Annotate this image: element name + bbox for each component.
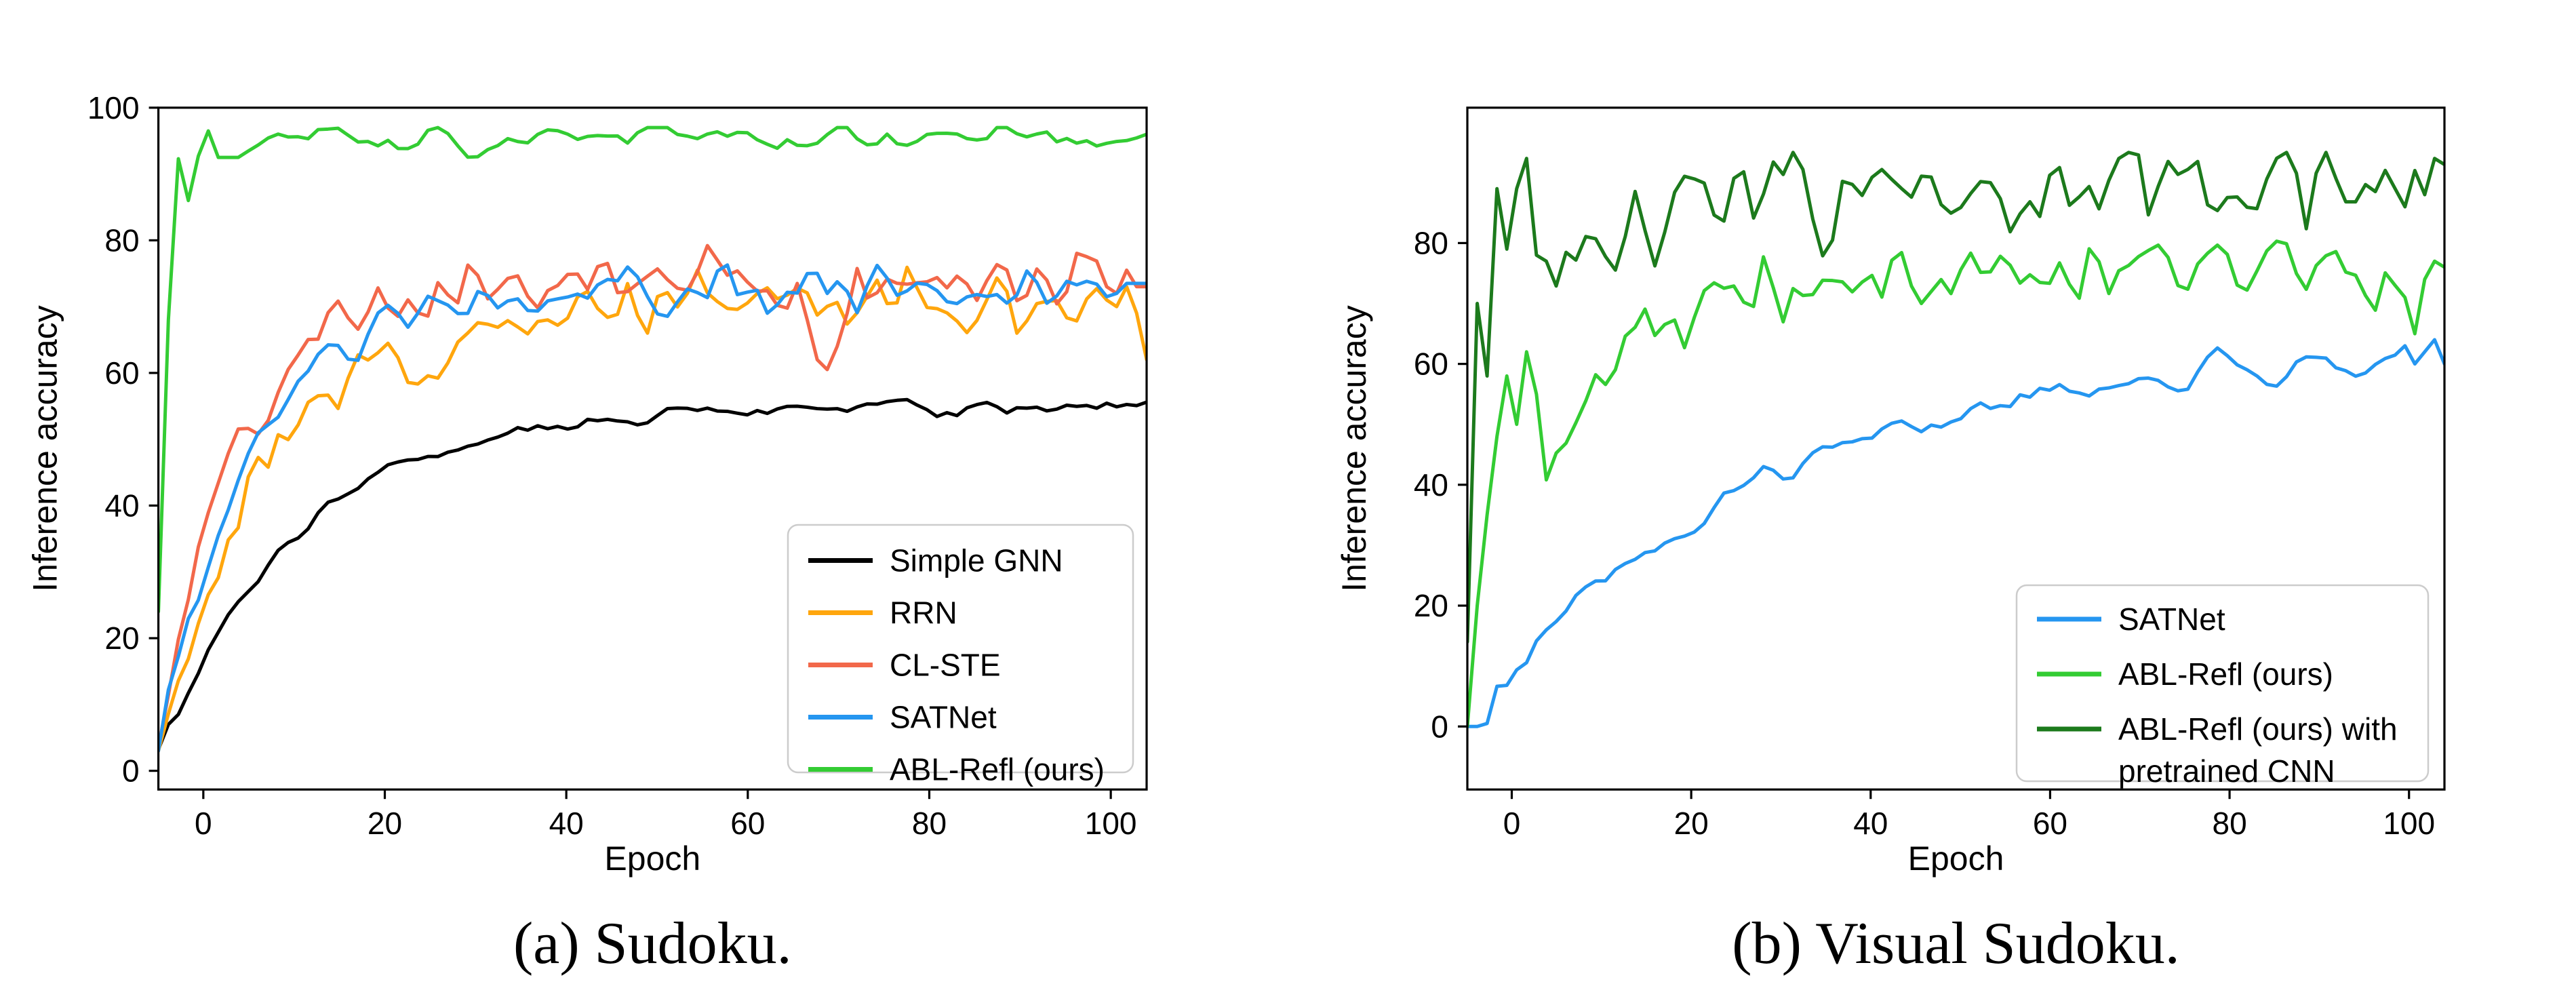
svg-text:CL-STE: CL-STE (890, 648, 1001, 683)
svg-text:40: 40 (104, 488, 139, 524)
svg-text:80: 80 (1414, 225, 1448, 260)
svg-text:60: 60 (1414, 347, 1448, 382)
svg-text:SATNet: SATNet (890, 700, 997, 735)
svg-text:Simple GNN: Simple GNN (890, 543, 1063, 578)
svg-text:Epoch: Epoch (1908, 840, 2004, 878)
svg-text:0: 0 (122, 753, 140, 789)
svg-text:20: 20 (104, 621, 139, 656)
svg-text:20: 20 (368, 806, 402, 841)
svg-text:(b) Visual Sudoku.: (b) Visual Sudoku. (1732, 911, 2179, 977)
svg-text:pretrained CNN: pretrained CNN (2118, 753, 2335, 789)
svg-text:100: 100 (1085, 806, 1137, 841)
svg-text:100: 100 (87, 90, 140, 125)
svg-text:RRN: RRN (890, 595, 957, 631)
svg-text:Inference accuracy: Inference accuracy (26, 305, 64, 591)
svg-text:ABL-Refl (ours) with: ABL-Refl (ours) with (2118, 711, 2398, 747)
svg-text:0: 0 (195, 806, 212, 841)
svg-text:20: 20 (1674, 806, 1709, 841)
svg-text:40: 40 (1853, 806, 1888, 841)
svg-text:0: 0 (1503, 806, 1521, 841)
svg-text:Inference accuracy: Inference accuracy (1335, 305, 1373, 591)
svg-text:40: 40 (1414, 467, 1448, 503)
svg-text:(a) Sudoku.: (a) Sudoku. (513, 911, 792, 977)
svg-text:ABL-Refl (ours): ABL-Refl (ours) (2118, 656, 2333, 692)
svg-text:80: 80 (912, 806, 947, 841)
svg-text:80: 80 (2213, 806, 2247, 841)
svg-text:40: 40 (549, 806, 584, 841)
svg-text:0: 0 (1431, 709, 1448, 744)
svg-text:20: 20 (1414, 588, 1448, 623)
svg-text:60: 60 (104, 355, 139, 391)
svg-text:80: 80 (104, 222, 139, 258)
svg-text:100: 100 (2383, 806, 2435, 841)
svg-text:60: 60 (2033, 806, 2067, 841)
svg-text:SATNet: SATNet (2118, 602, 2225, 637)
svg-text:ABL-Refl (ours): ABL-Refl (ours) (890, 752, 1105, 787)
svg-text:60: 60 (730, 806, 765, 841)
svg-text:Epoch: Epoch (604, 840, 700, 878)
